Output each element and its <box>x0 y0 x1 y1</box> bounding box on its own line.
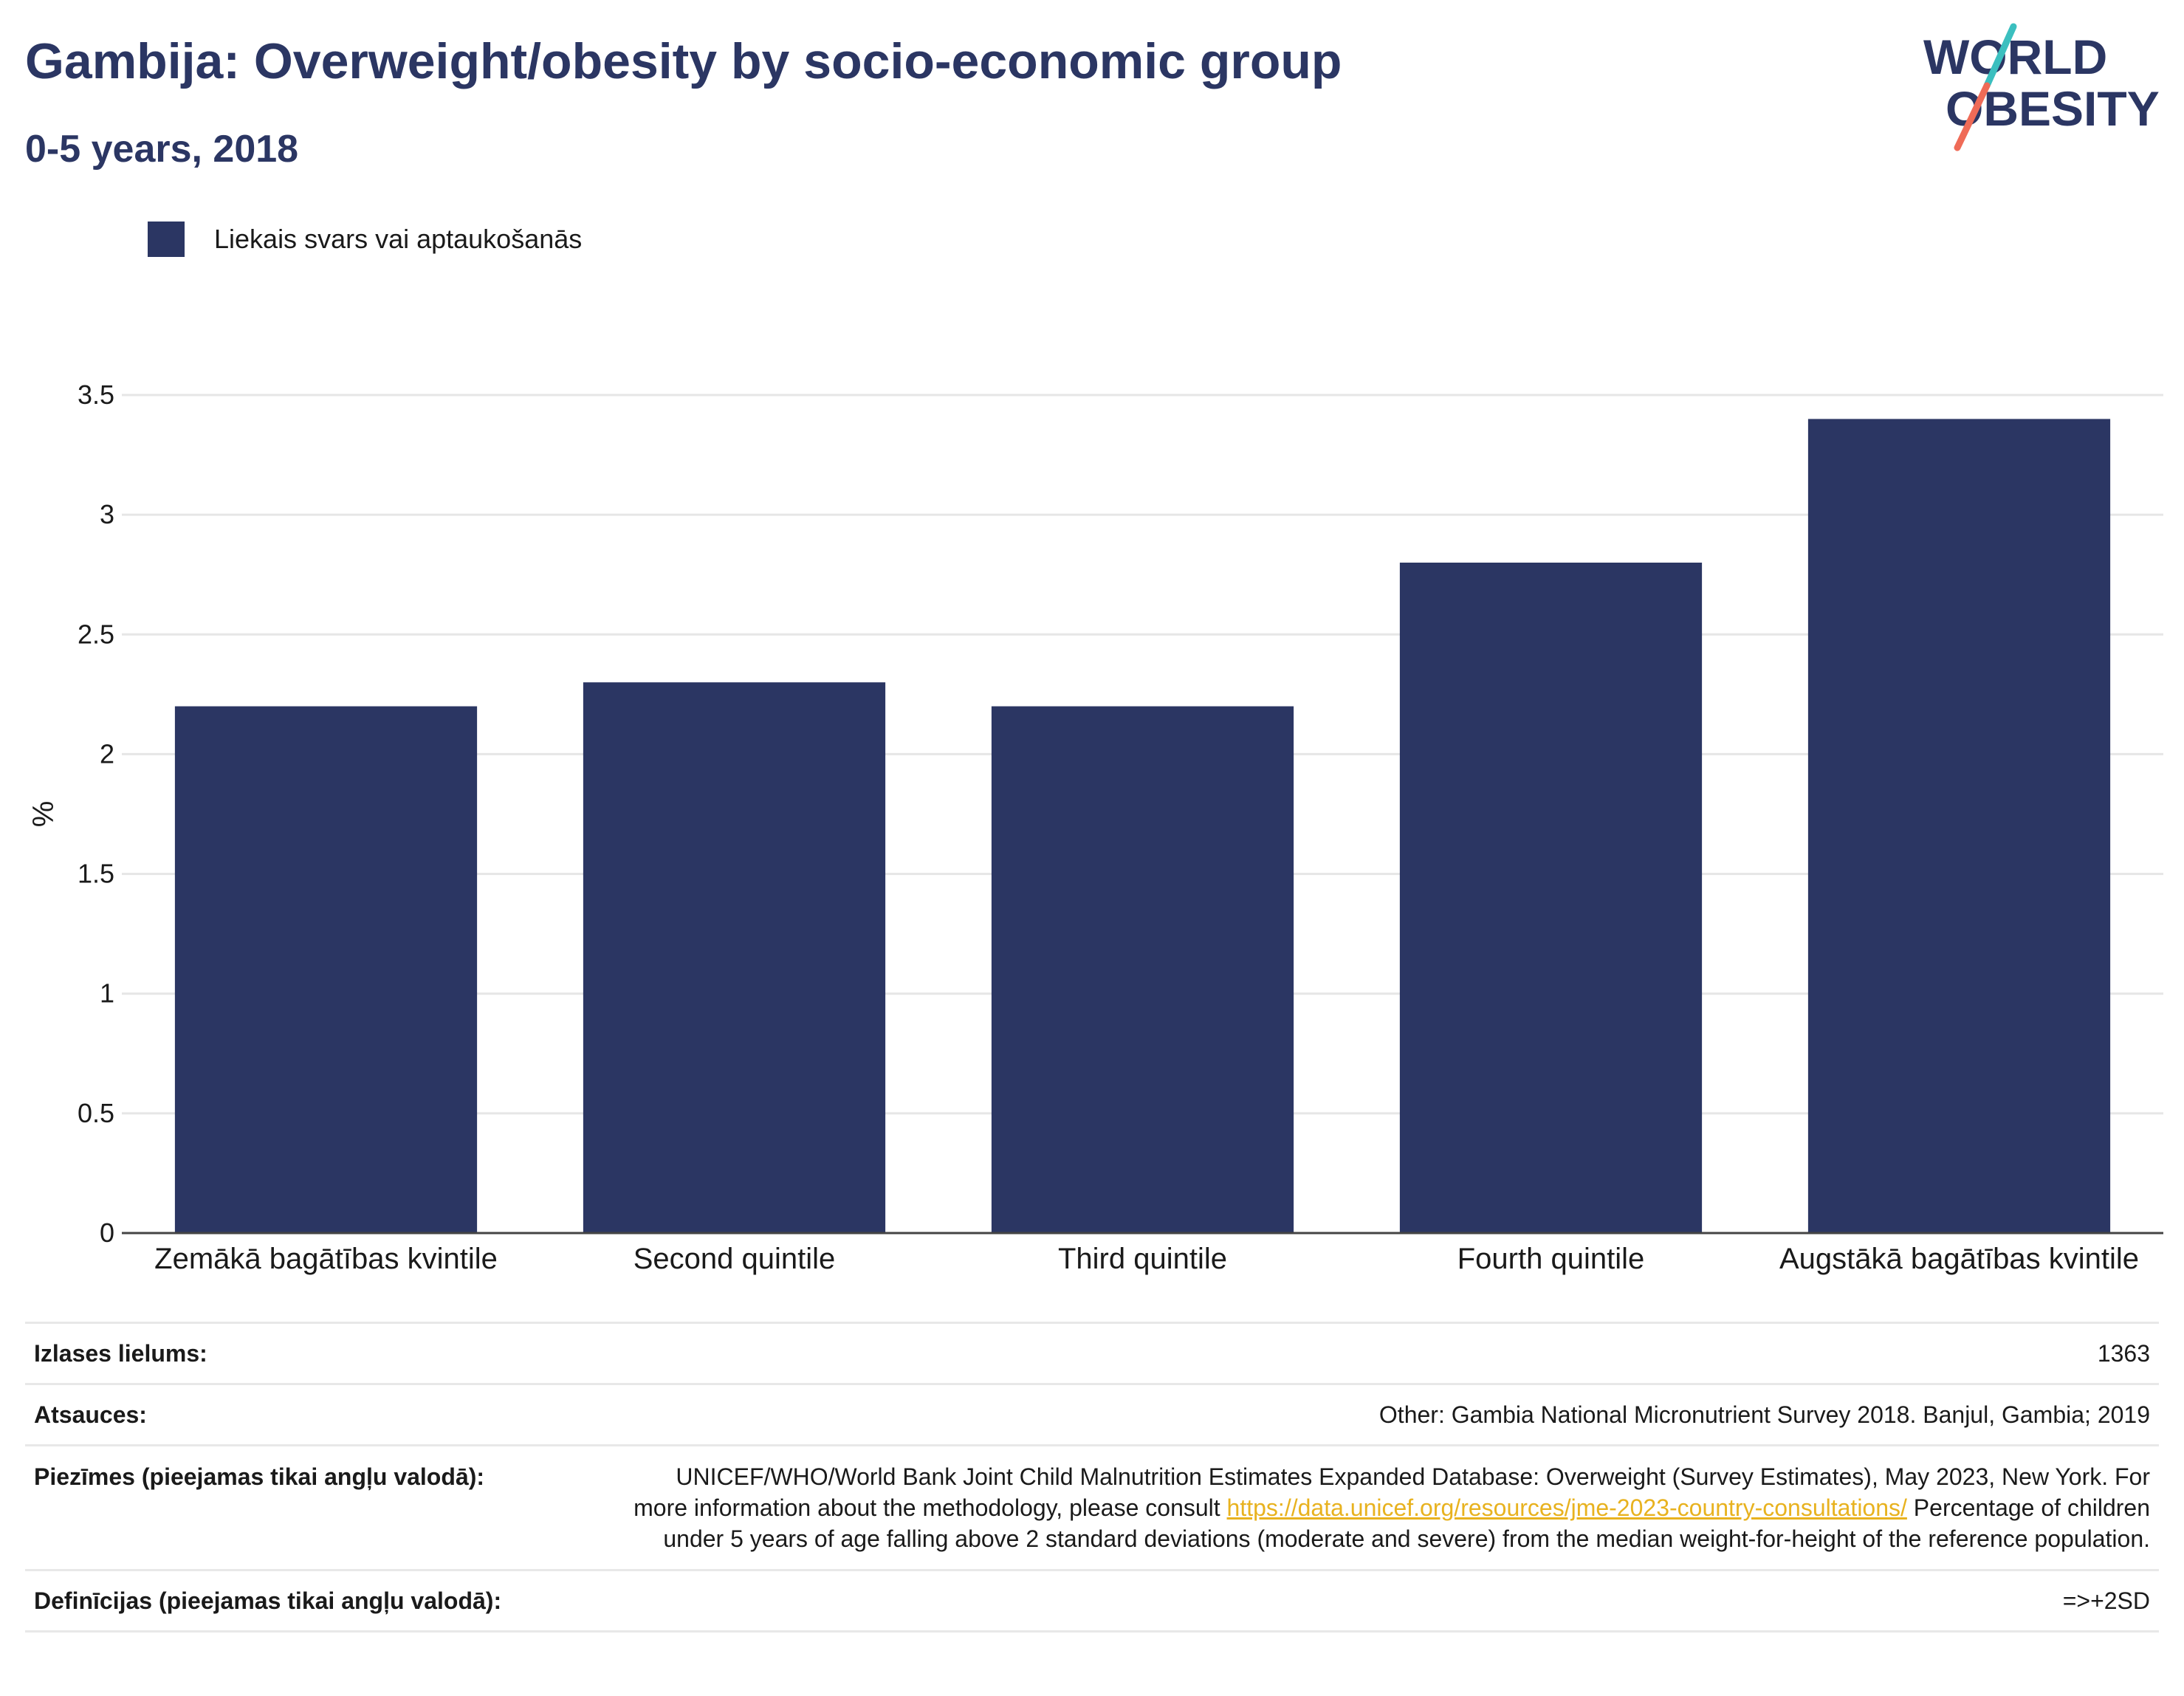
info-row-definitions: Definīcijas (pieejamas tikai angļu valod… <box>25 1570 2159 1632</box>
info-row-references: Atsauces: Other: Gambia National Micronu… <box>25 1384 2159 1446</box>
definitions-label: Definīcijas (pieejamas tikai angļu valod… <box>34 1587 502 1614</box>
x-category-label: Third quintile <box>1058 1243 1227 1275</box>
bar <box>991 706 1294 1233</box>
references-value: Other: Gambia National Micronutrient Sur… <box>1378 1401 2150 1428</box>
notes-value: UNICEF/WHO/World Bank Joint Child Malnut… <box>619 1446 2159 1570</box>
chart-title: Gambija: Overweight/obesity by socio-eco… <box>25 33 1342 89</box>
logo-slash-top <box>1983 23 2017 89</box>
info-row-notes: Piezīmes (pieejamas tikai angļu valodā):… <box>25 1445 2159 1570</box>
notes-label: Piezīmes (pieejamas tikai angļu valodā): <box>34 1463 484 1490</box>
y-tick-label: 2 <box>100 738 114 769</box>
sample-size-label: Izlases lielums: <box>34 1340 207 1367</box>
info-row-sample-size: Izlases lielums: 1363 <box>25 1322 2159 1384</box>
x-category-label: Augstākā bagātības kvintile <box>1779 1243 2139 1275</box>
sample-size-value: 1363 <box>2097 1340 2150 1367</box>
bars-layer <box>174 419 2111 1233</box>
notes-text-after: Percentage of children under 5 years of … <box>663 1494 2150 1552</box>
bar <box>583 682 886 1233</box>
bar <box>174 706 478 1233</box>
legend-swatch <box>148 222 185 257</box>
logo-slash-bottom <box>1954 82 1991 151</box>
notes-link[interactable]: https://data.unicef.org/resources/jme-20… <box>1226 1494 1907 1521</box>
bar <box>1807 419 2111 1233</box>
info-table: Izlases lielums: 1363 Atsauces: Other: G… <box>25 1322 2159 1633</box>
y-tick-label: 3 <box>100 499 114 529</box>
logo-text-world: WORLD <box>1923 30 2107 84</box>
y-tick-label: 2.5 <box>78 619 114 649</box>
x-category-label: Second quintile <box>633 1243 836 1275</box>
definitions-value: =>+2SD <box>2062 1587 2150 1614</box>
x-category-label: Fourth quintile <box>1457 1243 1644 1275</box>
notes-text-before: UNICEF/WHO/World Bank Joint Child Malnut… <box>633 1463 2150 1521</box>
legend-label: Liekais svars vai aptaukošanās <box>214 224 583 254</box>
world-obesity-logo: WORLD OBESITY <box>1923 23 2160 151</box>
bar-chart: 0 0.5 1 1.5 2 2.5 3 3.5 Zemākā bagātības kvinti… <box>27 380 2163 1275</box>
y-tick-label: 1.5 <box>78 859 114 889</box>
y-tick-label: 0 <box>100 1218 114 1248</box>
x-axis-categories: Zemākā bagātības kvintile Second quintile… <box>154 1243 2139 1275</box>
references-label: Atsauces: <box>34 1401 147 1428</box>
y-tick-label: 1 <box>100 978 114 1009</box>
y-tick-label: 0.5 <box>78 1098 114 1128</box>
y-axis-label: % <box>27 801 60 828</box>
y-tick-label: 3.5 <box>78 380 114 410</box>
chart-legend: Liekais svars vai aptaukošanās <box>148 220 582 258</box>
chart-subtitle: 0-5 years, 2018 <box>25 128 299 171</box>
bar <box>1399 563 1703 1233</box>
y-axis-ticks: 0 0.5 1 1.5 2 2.5 3 3.5 <box>78 380 114 1248</box>
x-category-label: Zemākā bagātības kvintile <box>154 1243 498 1275</box>
